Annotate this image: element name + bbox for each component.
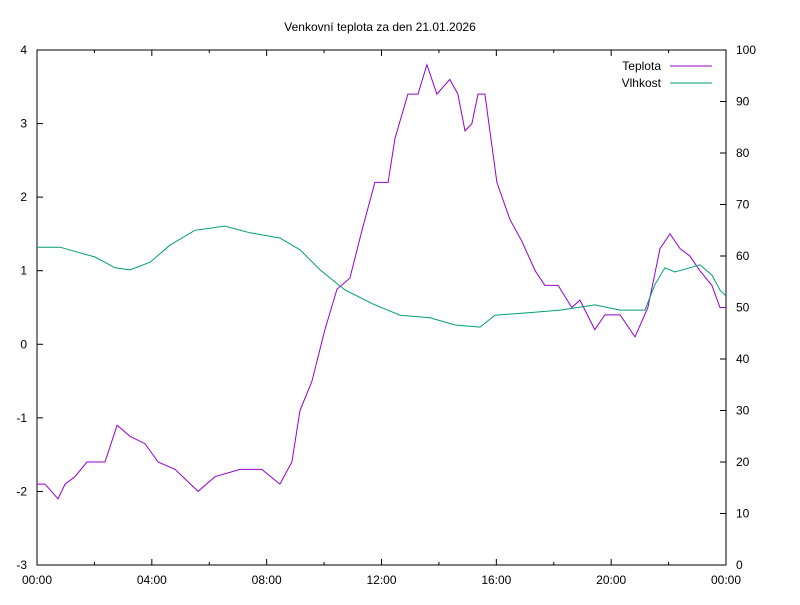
y-tick-label: 2 — [20, 190, 27, 204]
y2-tick-label: 100 — [736, 43, 756, 57]
y2-tick-label: 0 — [736, 558, 743, 572]
series-line-vlhkost — [37, 225, 727, 328]
x-tick-label: 20:00 — [596, 573, 626, 587]
chart-title: Venkovní teplota za den 21.01.2026 — [284, 20, 476, 34]
y2-tick-label: 80 — [736, 146, 750, 160]
y-tick-label: 4 — [20, 43, 27, 57]
y2-tick-label: 70 — [736, 198, 750, 212]
x-tick-label: 16:00 — [481, 573, 511, 587]
y-tick-label: -1 — [16, 411, 27, 425]
series-line-teplota — [37, 63, 726, 500]
y-tick-label: 0 — [20, 337, 27, 351]
y-tick-label: -3 — [16, 558, 27, 572]
legend: Teplota Vlhkost — [622, 59, 712, 90]
y-tick-label: -2 — [16, 484, 27, 498]
x-tick-label: 04:00 — [137, 573, 167, 587]
y2-tick-label: 50 — [736, 301, 750, 315]
y-tick-label: 3 — [20, 117, 27, 131]
legend-label-teplota: Teplota — [622, 59, 661, 73]
x-tick-label: 08:00 — [252, 573, 282, 587]
y2-tick-label: 90 — [736, 95, 750, 109]
y2-tick-label: 10 — [736, 507, 750, 521]
legend-label-vlhkost: Vlhkost — [622, 76, 662, 90]
y2-tick-label: 20 — [736, 455, 750, 469]
y2-tick-label: 60 — [736, 249, 750, 263]
y-tick-label: 1 — [20, 264, 27, 278]
x-tick-label: 12:00 — [366, 573, 396, 587]
x-tick-label: 00:00 — [711, 573, 741, 587]
y2-tick-label: 30 — [736, 404, 750, 418]
x-tick-label: 00:00 — [22, 573, 52, 587]
y2-tick-label: 40 — [736, 352, 750, 366]
